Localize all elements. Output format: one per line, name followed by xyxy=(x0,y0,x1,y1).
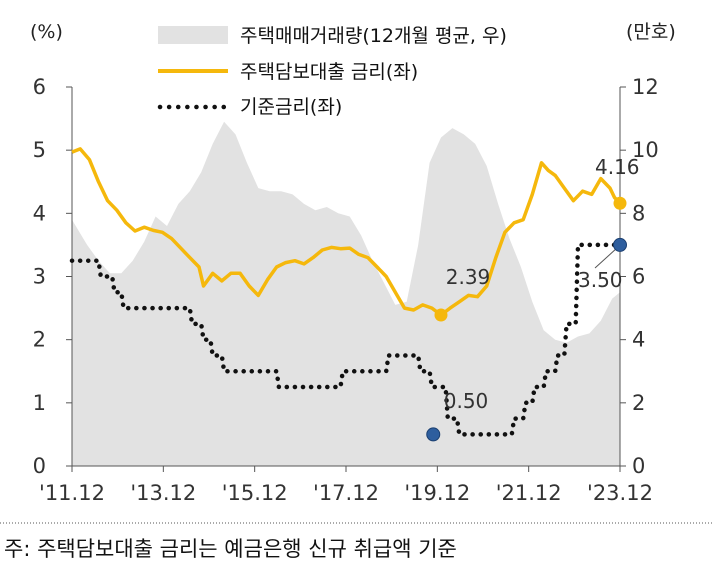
text-layer: 0123456024681012'11.12'13.12'15.12'17.12… xyxy=(33,75,659,505)
right-tick-label: 12 xyxy=(632,75,659,99)
series-line-base-rate xyxy=(69,242,623,437)
legend-label-base-rate: 기준금리(좌) xyxy=(240,96,342,118)
x-tick-label: '11.12 xyxy=(39,481,105,505)
label-base-rate-low: 0.50 xyxy=(444,389,489,413)
legend-label-volume: 주택매매거래량(12개월 평균, 우) xyxy=(240,25,507,47)
label-mortgage-latest: 4.16 xyxy=(595,155,640,179)
legend-label-mortgage: 주택담보대출 금리(좌) xyxy=(240,61,418,83)
legend-swatch-volume xyxy=(158,26,228,44)
leader-base-rate-latest xyxy=(594,248,617,269)
right-tick-label: 8 xyxy=(632,201,645,225)
label-mortgage-low: 2.39 xyxy=(446,265,491,289)
left-tick-label: 5 xyxy=(33,138,46,162)
legend: 주택매매거래량(12개월 평균, 우) 주택담보대출 금리(좌) 기준금리(좌) xyxy=(157,25,507,118)
right-axis-unit: (만호) xyxy=(626,21,676,43)
left-tick-label: 6 xyxy=(33,75,46,99)
right-tick-label: 10 xyxy=(632,138,659,162)
series-area-housing-volume xyxy=(72,121,620,466)
footnote: 주: 주택담보대출 금리는 예금은행 신규 취급액 기준 xyxy=(4,537,457,561)
right-tick-label: 2 xyxy=(632,391,645,415)
left-tick-label: 3 xyxy=(33,265,46,289)
x-tick-label: '21.12 xyxy=(496,481,562,505)
x-tick-label: '17.12 xyxy=(313,481,379,505)
x-tick-label: '13.12 xyxy=(130,481,196,505)
right-tick-label: 6 xyxy=(632,265,645,289)
x-tick-label: '15.12 xyxy=(222,481,288,505)
area-layer xyxy=(72,121,620,466)
right-tick-label: 4 xyxy=(632,328,645,352)
left-tick-label: 2 xyxy=(33,328,46,352)
left-axis-unit: (%) xyxy=(30,21,63,43)
left-tick-label: 0 xyxy=(33,454,46,478)
x-tick-label: '19.12 xyxy=(404,481,470,505)
series-line-mortgage-rate xyxy=(71,147,622,317)
lines-layer xyxy=(69,147,623,437)
left-tick-label: 4 xyxy=(33,201,46,225)
marker-base-rate-low xyxy=(426,427,441,442)
marker-mortgage-low xyxy=(434,308,448,322)
label-base-rate-latest: 3.50 xyxy=(578,268,623,292)
axes-layer xyxy=(66,86,626,472)
marker-mortgage-latest xyxy=(613,196,627,210)
marker-layer xyxy=(426,196,627,442)
left-tick-label: 1 xyxy=(33,391,46,415)
marker-base-rate-latest xyxy=(613,237,627,252)
right-tick-label: 0 xyxy=(632,454,645,478)
x-tick-label: '23.12 xyxy=(587,481,653,505)
